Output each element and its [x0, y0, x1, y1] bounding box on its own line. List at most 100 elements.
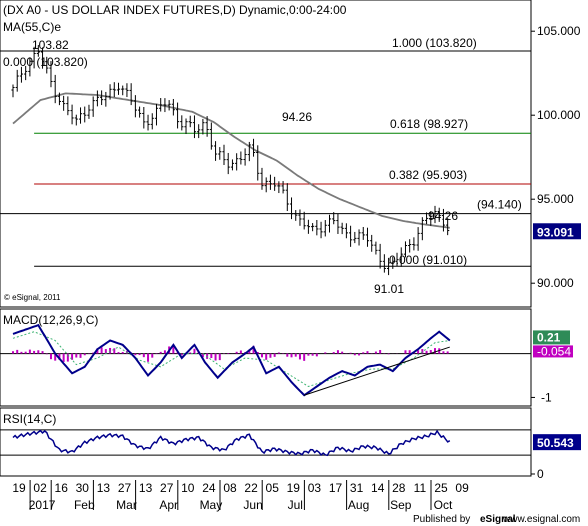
ohlc-bar	[53, 74, 57, 104]
ohlc-bar	[429, 211, 433, 226]
ohlc-bar	[87, 104, 91, 119]
x-month-label: Sep	[390, 498, 412, 512]
ohlc-bar	[83, 106, 87, 123]
ohlc-bar	[129, 83, 133, 106]
x-tick-label: 27	[118, 481, 132, 495]
rsi-plot: 0 50.543	[0, 429, 581, 481]
rsi-line	[12, 429, 451, 457]
x-month-label: Jul	[288, 498, 303, 512]
ohlc-bar	[315, 220, 319, 236]
x-tick-label: 25	[434, 481, 448, 495]
ohlc-bar	[70, 104, 74, 125]
ohlc-bar	[209, 122, 213, 150]
ohlc-bar	[302, 211, 306, 230]
price-y-axis: 105.000 100.000 95.000 90.000 93.091	[533, 24, 581, 290]
ohlc-bar	[36, 45, 40, 57]
x-tick-label: 02	[33, 481, 47, 495]
ohlc-bar	[277, 181, 281, 194]
ohlc-bar	[281, 181, 285, 194]
macd-panel-frame	[0, 308, 532, 407]
ma-55-line	[12, 92, 450, 229]
ohlc-bar	[222, 144, 226, 166]
ohlc-bar	[218, 147, 222, 160]
ohlc-bar	[374, 241, 378, 255]
x-tick-label: 31	[350, 481, 364, 495]
macd-title: MACD(12,26,9,C)	[3, 313, 98, 327]
ohlc-bar	[399, 247, 403, 267]
ohlc-bar	[256, 145, 260, 181]
ohlc-bar	[424, 212, 429, 225]
moving-average-line	[12, 92, 450, 229]
ohlc-bar	[112, 82, 116, 98]
ohlc-bar	[327, 214, 332, 233]
x-tick-label: 03	[308, 481, 322, 495]
ohlc-bar	[184, 118, 188, 134]
macd-trendline	[304, 346, 450, 396]
ohlc-bar	[121, 85, 125, 96]
ohlc-bar	[62, 95, 66, 111]
ohlc-bar	[382, 254, 386, 273]
ohlc-bar	[441, 208, 446, 232]
ohlc-bar	[230, 159, 235, 171]
x-axis: 19 02 16 30 13 27 13 27 10 24 08 22 05 19 03 17 31 14 28 11…	[12, 480, 469, 512]
x-tick-label: 30	[76, 481, 90, 495]
ohlc-bar	[395, 252, 399, 267]
macd-value-tag-bg	[533, 330, 563, 345]
footer-prefix: Published by	[413, 514, 470, 525]
ohlc-bar	[416, 227, 420, 251]
rsi-value-tag-bg	[533, 434, 581, 451]
price-annotation: 0.000 (103.820)	[3, 55, 88, 69]
price-annotation: 103.82	[32, 38, 69, 52]
last-price-tag-bg	[533, 223, 581, 240]
ohlc-bar	[66, 96, 70, 116]
fib-levels: 1.000 (103.820) 0.618 (98.927) 0.382 (95.9…	[0, 36, 531, 267]
x-tick-label: 05	[266, 481, 280, 495]
ohlc-bar	[11, 84, 15, 98]
ohlc-bar	[412, 237, 416, 251]
macd-hist-tag: -0.054	[537, 344, 571, 358]
macd-value-tag-edge	[563, 330, 570, 345]
ohlc-bar	[142, 107, 146, 129]
footer: Published by eSignal www.esignal.com	[413, 514, 580, 525]
x-tick-label: 28	[392, 481, 406, 495]
ohlc-bar	[100, 90, 104, 106]
ohlc-bar	[289, 197, 294, 220]
macd-signal-line	[12, 331, 450, 388]
ohlc-bar	[28, 57, 32, 77]
footer-brand: eSignal	[480, 514, 516, 525]
macd-hist-tag-bg	[533, 345, 573, 358]
ohlc-bar	[247, 141, 251, 162]
price-y-tick-label: 95.000	[537, 192, 574, 206]
ohlc-bar	[391, 256, 395, 269]
ohlc-bar	[125, 83, 129, 98]
x-month-label: Aug	[348, 498, 369, 512]
x-tick-label: 09	[455, 481, 469, 495]
x-tick-label: 24	[202, 481, 216, 495]
ohlc-bar	[336, 213, 340, 234]
ohlc-bar	[95, 90, 99, 107]
ohlc-bar	[226, 152, 230, 175]
ohlc-bar	[40, 47, 45, 69]
ohlc-bar	[19, 66, 24, 83]
ohlc-bar	[285, 183, 289, 212]
ohlc-bar	[433, 205, 437, 224]
ohlc-bar	[49, 61, 53, 88]
price-panel-frame	[0, 0, 532, 308]
ohlc-bar	[45, 56, 49, 74]
ohlc-bar	[408, 239, 412, 253]
ohlc-bar	[403, 241, 408, 258]
ohlc-bar	[163, 98, 167, 113]
ohlc-bar	[344, 223, 348, 239]
ohlc-bar	[188, 115, 192, 128]
ohlc-bar	[251, 138, 256, 157]
ohlc-bar	[167, 100, 171, 111]
ohlc-bar	[268, 174, 273, 190]
x-month-label: May	[200, 498, 223, 512]
ohlc-bar	[235, 153, 239, 171]
ohlc-bar	[159, 98, 163, 112]
price-grid	[531, 30, 535, 284]
ohlc-bar	[133, 95, 137, 118]
x-month-label: Oct	[434, 498, 453, 512]
ohlc-bar	[201, 118, 205, 135]
ohlc-bar	[332, 212, 336, 225]
